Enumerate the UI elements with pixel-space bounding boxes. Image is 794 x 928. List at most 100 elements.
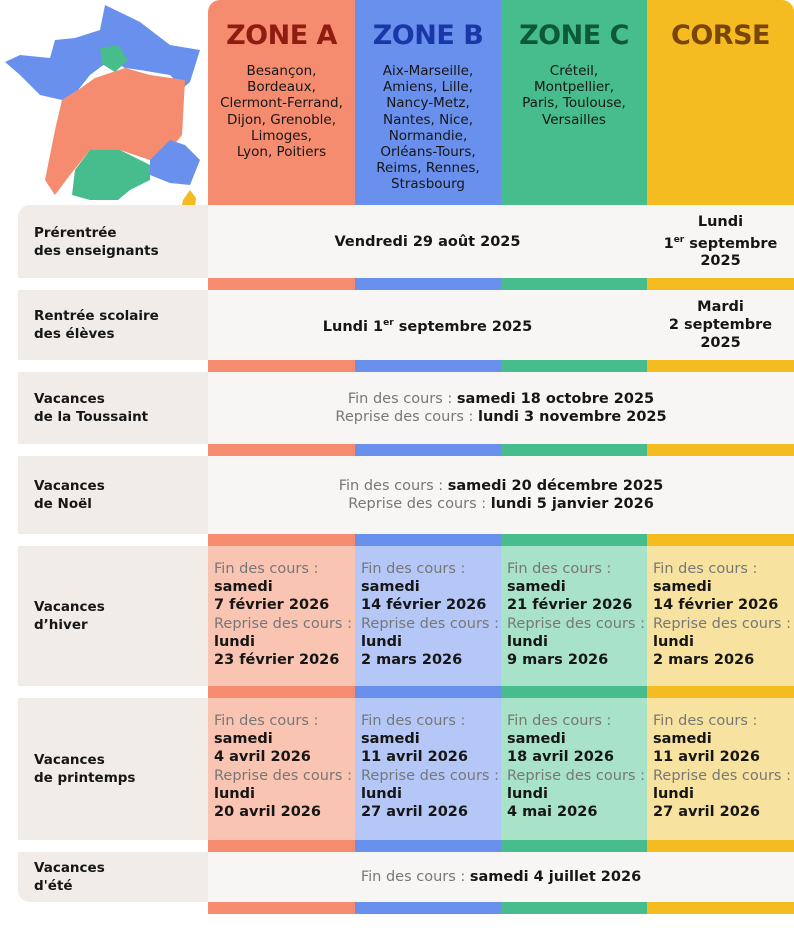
- hiver-zone-a-cell: Fin des cours : samedi 7 février 2026 Re…: [208, 546, 355, 686]
- zone-c-stripe: [501, 534, 647, 546]
- fin-label: Fin des cours :: [507, 713, 612, 729]
- row-label-prerentree: Prérentrée des enseignants: [18, 205, 208, 278]
- fin-day: samedi: [653, 579, 712, 596]
- fin-date: 14 février 2026: [653, 597, 779, 614]
- zone-b-south-region: [150, 140, 200, 185]
- zone-c-south-region: [72, 150, 150, 200]
- corse-title: CORSE: [671, 20, 770, 51]
- fin-date: 18 avril 2026: [507, 749, 614, 766]
- zone-b-cities: Aix-Marseille, Amiens, Lille, Nancy-Metz, N…: [376, 63, 480, 193]
- zone-c-stripe: [501, 360, 647, 372]
- reprise-date: 27 avril 2026: [361, 804, 468, 821]
- zone-corse-stripe: [647, 534, 794, 546]
- zone-corse-stripe: [647, 686, 794, 698]
- toussaint-dates: Fin des cours : samedi 18 octobre 2025 R…: [208, 372, 794, 444]
- noel-dates: Fin des cours : samedi 20 décembre 2025 …: [208, 456, 794, 534]
- zone-a-stripe: [208, 360, 355, 372]
- reprise-day: lundi: [214, 785, 255, 802]
- zone-b-stripe: [355, 840, 501, 852]
- fin-day: samedi: [653, 731, 712, 748]
- reprise-date: 2 mars 2026: [361, 652, 463, 669]
- zone-corse-stripe: [647, 444, 794, 456]
- zone-a-title: ZONE A: [226, 20, 337, 51]
- reprise-label: Reprise des cours :: [214, 767, 352, 784]
- reprise-day: lundi: [507, 633, 548, 650]
- fin-date: 7 février 2026: [214, 597, 330, 614]
- zone-b-stripe: [355, 686, 501, 698]
- fin-day: samedi: [361, 731, 420, 748]
- fin-label: Fin des cours :: [653, 713, 758, 729]
- fin-day: samedi: [507, 731, 566, 748]
- reprise-day: lundi: [214, 633, 255, 650]
- zone-c-paris-region: [100, 45, 128, 72]
- printemps-zone-c-cell: Fin des cours : samedi 18 avril 2026 Rep…: [501, 698, 647, 840]
- fin-label: Fin des cours :: [361, 561, 466, 577]
- reprise-label: Reprise des cours :: [507, 615, 645, 632]
- reprise-date: 4 mai 2026: [507, 804, 598, 821]
- fin-day: samedi: [214, 579, 273, 596]
- reprise-day: lundi: [361, 633, 402, 650]
- printemps-zone-a-cell: Fin des cours : samedi 4 avril 2026 Repr…: [208, 698, 355, 840]
- fin-date: 11 avril 2026: [653, 749, 760, 766]
- zone-a-cities: Besançon, Bordeaux, Clermont-Ferrand, Dijon…: [220, 63, 343, 161]
- reprise-label: Reprise des cours :: [507, 767, 645, 784]
- zone-a-stripe: [208, 840, 355, 852]
- rentree-corse-date: Mardi 2 septembre 2025: [647, 290, 794, 360]
- zone-c-stripe: [501, 444, 647, 456]
- fin-date: 21 février 2026: [507, 597, 633, 614]
- zone-b-stripe: [355, 278, 501, 290]
- row-label-toussaint: Vacances de la Toussaint: [18, 372, 208, 444]
- ete-dates: Fin des cours : samedi 4 juillet 2026: [208, 852, 794, 902]
- zone-b-stripe: [355, 902, 501, 914]
- fin-date: 4 avril 2026: [214, 749, 311, 766]
- reprise-day: lundi: [507, 785, 548, 802]
- reprise-date: 27 avril 2026: [653, 804, 760, 821]
- fin-day: samedi: [214, 731, 273, 748]
- fin-day: samedi: [361, 579, 420, 596]
- fin-label: Fin des cours :: [214, 713, 319, 729]
- rentree-date: Lundi 1er septembre 2025: [208, 290, 647, 360]
- reprise-label: Reprise des cours :: [361, 615, 499, 632]
- zone-c-title: ZONE C: [519, 20, 629, 51]
- row-label-printemps: Vacances de printemps: [18, 698, 208, 840]
- row-label-hiver: Vacances d’hiver: [18, 546, 208, 686]
- fin-date: 14 février 2026: [361, 597, 487, 614]
- zone-corse-stripe: [647, 360, 794, 372]
- row-label-noel: Vacances de Noël: [18, 456, 208, 534]
- hiver-zone-corse-cell: Fin des cours : samedi 14 février 2026 R…: [647, 546, 794, 686]
- fin-label: Fin des cours :: [507, 561, 612, 577]
- reprise-day: lundi: [653, 633, 694, 650]
- printemps-zone-corse-cell: Fin des cours : samedi 11 avril 2026 Rep…: [647, 698, 794, 840]
- france-zones-map: [5, 5, 200, 226]
- zone-c-stripe: [501, 902, 647, 914]
- zone-a-stripe: [208, 686, 355, 698]
- reprise-date: 9 mars 2026: [507, 652, 609, 669]
- zone-a-region: [45, 68, 185, 195]
- zone-corse-stripe: [647, 902, 794, 914]
- zone-b-header: ZONE B Aix-Marseille, Amiens, Lille, Nancy…: [355, 0, 501, 205]
- reprise-label: Reprise des cours :: [361, 767, 499, 784]
- hiver-zone-b-cell: Fin des cours : samedi 14 février 2026 R…: [355, 546, 501, 686]
- zone-c-stripe: [501, 686, 647, 698]
- prerentree-corse-date: Lundi 1er septembre 2025: [647, 205, 794, 278]
- printemps-zone-b-cell: Fin des cours : samedi 11 avril 2026 Rep…: [355, 698, 501, 840]
- fin-day: samedi: [507, 579, 566, 596]
- fin-date: 11 avril 2026: [361, 749, 468, 766]
- corse-header: CORSE: [647, 0, 794, 205]
- hiver-zone-c-cell: Fin des cours : samedi 21 février 2026 R…: [501, 546, 647, 686]
- zone-corse-stripe: [647, 278, 794, 290]
- reprise-label: Reprise des cours :: [653, 615, 791, 632]
- zone-c-stripe: [501, 278, 647, 290]
- zone-b-title: ZONE B: [372, 20, 484, 51]
- zone-c-stripe: [501, 840, 647, 852]
- zone-corse-stripe: [647, 840, 794, 852]
- row-label-ete: Vacances d'été: [18, 852, 208, 902]
- fin-label: Fin des cours :: [653, 561, 758, 577]
- reprise-date: 20 avril 2026: [214, 804, 321, 821]
- reprise-date: 23 février 2026: [214, 652, 340, 669]
- reprise-date: 2 mars 2026: [653, 652, 755, 669]
- row-label-rentree: Rentrée scolaire des élèves: [18, 290, 208, 360]
- zone-b-stripe: [355, 534, 501, 546]
- reprise-day: lundi: [653, 785, 694, 802]
- reprise-day: lundi: [361, 785, 402, 802]
